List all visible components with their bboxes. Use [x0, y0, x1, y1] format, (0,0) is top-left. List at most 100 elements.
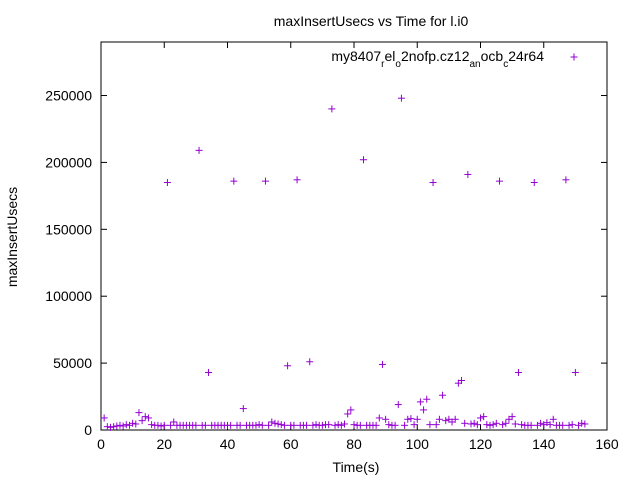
data-point [277, 421, 285, 429]
data-point [407, 415, 415, 423]
data-point [404, 415, 412, 423]
data-point [546, 421, 554, 429]
data-point [486, 421, 494, 429]
data-point [227, 421, 235, 429]
data-point [328, 105, 336, 113]
data-point [372, 421, 380, 429]
y-tick-label: 200000 [45, 154, 92, 170]
data-point [144, 414, 152, 422]
data-point [470, 419, 478, 427]
x-tick-label: 100 [406, 436, 430, 452]
data-point [135, 409, 143, 417]
data-point [280, 421, 288, 429]
data-point [309, 421, 317, 429]
data-point [423, 395, 431, 403]
data-point [312, 421, 320, 429]
data-point [303, 421, 311, 429]
data-point [391, 421, 399, 429]
data-point [458, 376, 466, 384]
data-point [429, 178, 437, 186]
data-point [477, 414, 484, 422]
data-point [334, 421, 342, 429]
data-point [163, 178, 171, 186]
data-point [271, 419, 279, 427]
data-point [565, 421, 573, 429]
data-point [110, 423, 118, 431]
data-point [530, 178, 538, 186]
legend-marker [570, 53, 578, 61]
data-point [113, 422, 121, 430]
x-tick-label: 80 [346, 436, 362, 452]
data-points [100, 94, 589, 431]
data-point [461, 419, 469, 427]
data-point [489, 421, 497, 429]
data-point [170, 418, 178, 426]
data-point [413, 415, 421, 423]
x-tick-label: 140 [532, 436, 556, 452]
data-point [397, 94, 405, 102]
x-tick-label: 20 [156, 436, 172, 452]
data-point [261, 177, 269, 185]
data-point [385, 421, 393, 429]
data-point [571, 368, 579, 376]
y-tick-label: 0 [84, 422, 92, 438]
data-point [432, 421, 440, 429]
x-axis-label: Time(s) [333, 459, 380, 475]
data-point [337, 421, 345, 429]
data-point [252, 421, 260, 429]
data-point [559, 421, 567, 429]
data-point [106, 423, 114, 431]
data-point [382, 415, 390, 423]
x-tick-label: 0 [97, 436, 105, 452]
data-point [499, 421, 507, 429]
data-point [350, 421, 358, 429]
data-point [341, 420, 349, 428]
data-point [157, 422, 165, 430]
data-point [464, 170, 472, 178]
x-tick-label: 60 [283, 436, 299, 452]
data-point [239, 405, 247, 413]
y-tick-label: 250000 [45, 88, 92, 104]
legend: my8407relo2nofp.cz12anocbc24r64 [331, 48, 578, 70]
data-point [293, 176, 301, 184]
x-tick-label: 40 [220, 436, 236, 452]
data-point [492, 419, 500, 427]
data-point [103, 423, 111, 431]
data-point [420, 406, 428, 414]
data-point [274, 420, 282, 428]
y-axis-ticks: 0 50000 100000 150000 200000 250000 [45, 88, 607, 438]
data-point [122, 421, 130, 429]
y-tick-label: 100000 [45, 288, 92, 304]
data-point [230, 177, 238, 185]
data-point [375, 414, 383, 422]
data-point [401, 421, 409, 429]
data-point [473, 421, 481, 429]
data-point [192, 421, 200, 429]
data-point [290, 421, 298, 429]
y-tick-label: 50000 [53, 355, 92, 371]
data-point [284, 362, 292, 370]
data-point [344, 410, 352, 418]
data-point [138, 417, 146, 425]
data-point [435, 415, 443, 423]
data-point [167, 421, 175, 429]
data-point [132, 420, 140, 428]
data-point [160, 421, 168, 429]
data-point [518, 421, 526, 429]
data-point [502, 419, 510, 427]
data-point [141, 413, 149, 421]
data-point [416, 398, 424, 406]
data-point [347, 406, 355, 414]
data-point [426, 421, 434, 429]
y-axis-label: maxInsertUsecs [4, 187, 20, 287]
data-point [508, 413, 516, 421]
data-point [100, 414, 108, 422]
data-point [318, 421, 326, 429]
data-point [236, 421, 244, 429]
data-point [410, 421, 418, 429]
data-point [129, 419, 137, 427]
x-tick-label: 160 [595, 436, 619, 452]
x-tick-label: 120 [469, 436, 493, 452]
data-point [467, 420, 475, 428]
